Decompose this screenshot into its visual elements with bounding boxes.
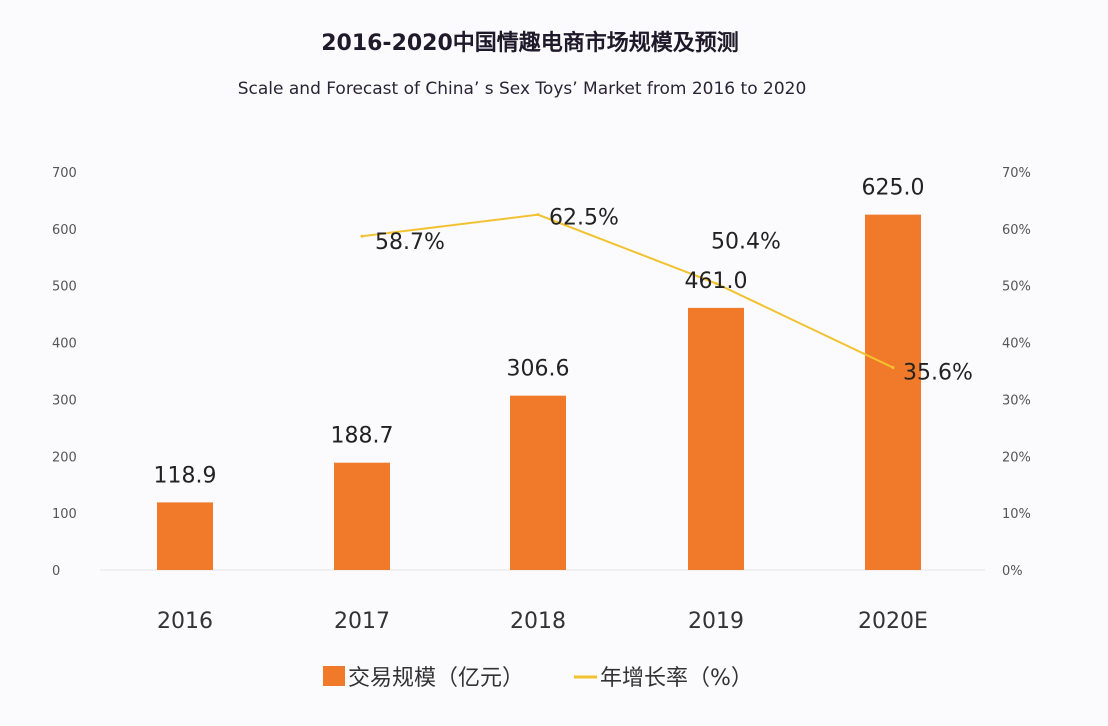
right-tick-label: 10% [1002,507,1031,522]
left-tick-label: 600 [52,223,77,238]
line-value-label: 35.6% [903,361,973,386]
bar [334,462,390,570]
chart-title: 2016-2020中国情趣电商市场规模及预测 [321,30,739,56]
right-tick-label: 30% [1002,393,1031,408]
bar [688,307,744,570]
bar [157,502,213,570]
bar-value-label: 461.0 [685,269,748,294]
bar-value-label: 118.9 [154,463,217,488]
left-tick-label: 400 [52,337,77,352]
left-tick-label: 0 [52,564,60,579]
bar [510,395,566,570]
line-point [360,234,364,238]
growth-rate-line [361,213,894,369]
x-tick-label: 2019 [688,609,744,634]
right-tick-label: 50% [1002,280,1031,295]
right-tick-label: 70% [1002,166,1031,181]
left-tick-label: 100 [52,507,77,522]
legend-label-bar: 交易规模（亿元） [348,666,524,691]
left-tick-label: 200 [52,450,77,465]
left-tick-label: 300 [52,393,77,408]
right-tick-label: 40% [1002,337,1031,352]
right-tick-label: 60% [1002,223,1031,238]
bar-value-label: 306.6 [507,357,570,382]
bar [865,214,921,570]
bar-value-label: 188.7 [331,424,394,449]
line-value-label: 50.4% [711,229,781,254]
line-point [714,281,718,285]
x-tick-label: 2017 [334,609,390,634]
right-tick-label: 20% [1002,450,1031,465]
bar-value-label: 625.0 [862,176,925,201]
line-value-label: 58.7% [375,230,445,255]
line-point [891,366,895,370]
legend-label-line: 年增长率（%） [600,666,753,691]
left-tick-label: 500 [52,280,77,295]
legend: 交易规模（亿元） 年增长率（%） [323,666,753,691]
x-tick-label: 2018 [510,609,566,634]
x-tick-label: 2016 [157,609,213,634]
line-point [536,213,540,217]
left-tick-label: 700 [52,166,77,181]
line-value-label: 62.5% [549,206,619,231]
x-tick-label: 2020E [858,609,928,634]
right-tick-label: 0% [1002,564,1023,579]
chart-subtitle: Scale and Forecast of China’ s Sex Toys’… [238,79,807,99]
legend-swatch-bar [323,666,345,686]
